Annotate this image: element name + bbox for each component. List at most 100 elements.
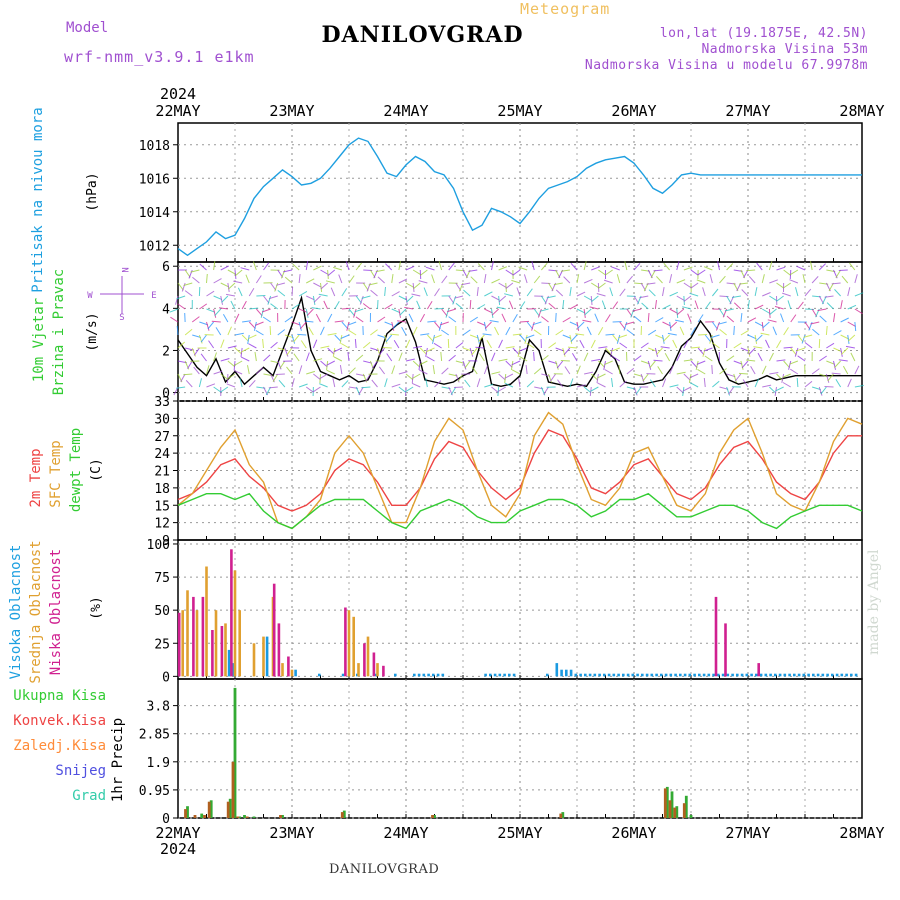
wind-barb (754, 321, 764, 327)
wind-barb (270, 341, 278, 349)
wind-barb (849, 262, 856, 271)
wind-barb (769, 295, 778, 302)
wind-barb (762, 321, 770, 329)
wind-barb (353, 308, 357, 318)
wind-barb (641, 302, 649, 310)
wind-barb (283, 269, 293, 273)
cloud-bar (394, 673, 397, 677)
wind-barb (772, 326, 777, 336)
wind-barb (526, 342, 535, 349)
wind-barb (553, 282, 563, 286)
wind-barb (618, 334, 628, 339)
wind-barb (840, 334, 849, 340)
wind-barb (462, 347, 472, 352)
wind-barb (412, 269, 422, 276)
wind-barb (512, 313, 518, 323)
x-tick-label-top: 25MAY (497, 102, 542, 120)
pressure-ylabel: Pritisak na nivou mora (30, 107, 46, 292)
wind-barb (683, 339, 689, 349)
cloud-bar (617, 673, 620, 677)
wind-barb (796, 265, 806, 271)
wind-barb (669, 384, 679, 388)
wind-barb (586, 326, 592, 336)
wind-barb (664, 352, 671, 362)
wind-barb (433, 334, 442, 339)
wind-barb (384, 303, 393, 310)
wind-barb (464, 379, 471, 388)
wind-barb (484, 321, 492, 329)
wind-barb (398, 371, 408, 375)
wind-barb (200, 353, 207, 362)
wind-barb (632, 308, 642, 312)
wind-barb (305, 261, 309, 271)
wind-barb (391, 291, 400, 297)
wind-barb (782, 373, 791, 378)
wind-barb (797, 301, 804, 310)
wind-barb (711, 342, 720, 349)
precip-bar (193, 815, 197, 818)
wind-barb (611, 378, 614, 388)
wind-barb (569, 334, 573, 344)
precip-ylabels: 1hr Precip Ukupna Kisa Konvek.Kisa Zaled… (13, 688, 126, 804)
wind-barb (533, 367, 542, 375)
wind-barb (774, 305, 784, 310)
wind-barb (377, 347, 381, 357)
cloud-bar (712, 673, 715, 677)
wind-barb (365, 373, 371, 382)
cloud-bar (631, 673, 635, 677)
x-tick-label-top: 22MAY (155, 102, 200, 120)
wind-barb (333, 347, 343, 353)
wind-barb (263, 354, 271, 362)
wind-barb (220, 265, 230, 271)
cloud-bar (233, 570, 237, 677)
wind-barb (227, 360, 236, 368)
wind-barb (526, 380, 535, 388)
cloud-bar (845, 673, 848, 677)
y-tick-label: 2.85 (139, 728, 170, 743)
wind-barb (776, 266, 786, 271)
cloud-bar (432, 673, 435, 677)
wind-barb (355, 262, 362, 271)
wind-barb (484, 383, 494, 388)
wind-barb (391, 365, 396, 375)
wind-barb (774, 386, 777, 396)
wind-barb (267, 295, 272, 305)
wind-barb (847, 334, 856, 342)
wind-barb (255, 329, 264, 336)
wind-barb (398, 352, 403, 362)
wind-barb (334, 334, 342, 342)
wind-barb (531, 321, 535, 331)
wind-barb (827, 373, 834, 382)
wind-barb (783, 360, 790, 369)
wind-barb (850, 352, 856, 362)
temp-ylabel-dew: dewpt Temp (68, 428, 84, 512)
wind-barb (570, 334, 578, 342)
wind-barb (610, 347, 614, 357)
wind-barb (576, 321, 580, 331)
wind-barb (256, 367, 264, 375)
wind-barb (327, 333, 337, 336)
wind-barb (297, 333, 307, 336)
wind-barb (305, 352, 310, 362)
wind-barb (497, 386, 507, 392)
precip-bar (200, 813, 204, 818)
precip-bar (673, 807, 677, 818)
wind-barb (306, 308, 314, 316)
compass-w: W (87, 291, 93, 301)
wind-barb (719, 329, 727, 336)
wind-barb (438, 321, 443, 331)
wind-barb (358, 386, 364, 396)
wind-barb (382, 347, 392, 349)
wind-barb (525, 334, 535, 339)
wind-barb (501, 313, 507, 323)
wind-barb (319, 383, 328, 388)
x-tick-label-bottom: 25MAY (497, 824, 542, 842)
wind-barb (184, 328, 193, 336)
cloud-bar (655, 673, 658, 677)
wind-barb (754, 334, 758, 344)
wind-barb (263, 262, 270, 271)
wind-barb (762, 384, 772, 388)
wind-barb (491, 295, 500, 301)
wind-barb (560, 269, 570, 272)
